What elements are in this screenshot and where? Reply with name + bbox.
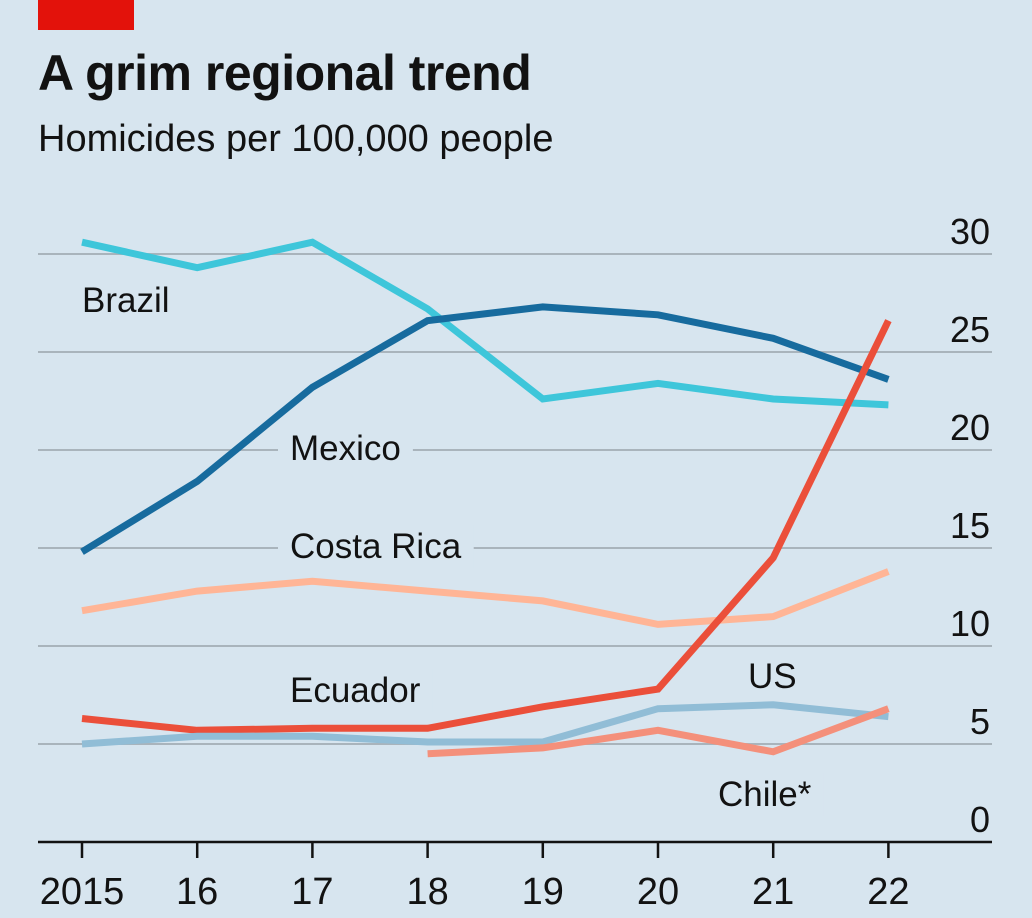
series-label-bg-chile: [706, 773, 824, 816]
brand-tag: [38, 0, 134, 30]
series-label-bg-brazil: [70, 279, 182, 322]
series-line-brazil: [81, 238, 889, 409]
series-label-bg-costa-rica: [278, 525, 474, 568]
chart-subtitle: Homicides per 100,000 people: [38, 118, 554, 160]
chart-title: A grim regional trend: [38, 45, 532, 101]
axes: 0 5 10 15 20 25 30 2015 16 17 18 19 20 21 22: [38, 211, 992, 913]
y-tick-label-0: 0: [970, 799, 990, 840]
series-label-ecuador: Ecuador: [290, 671, 421, 710]
y-tick-label-20: 20: [950, 407, 990, 448]
x-tick-label-2018: 18: [406, 871, 448, 913]
series-label-mexico: Mexico: [290, 429, 401, 468]
x-tick-label-2020: 20: [637, 871, 679, 913]
y-tick-label-5: 5: [970, 701, 990, 742]
y-tick-label-30: 30: [950, 211, 990, 252]
series-line-mexico: [80, 303, 890, 555]
y-tick-label-10: 10: [950, 603, 990, 644]
series-label-bg-ecuador: [278, 669, 433, 712]
y-tick-label-25: 25: [950, 309, 990, 350]
x-tick-label-2016: 16: [176, 871, 218, 913]
x-tick-label-2019: 19: [522, 871, 564, 913]
series-label-costa-rica: Costa Rica: [290, 527, 462, 566]
x-tick-label-2015: 2015: [40, 871, 125, 913]
series-line-ecuador: [81, 319, 892, 734]
x-tick-label-2021: 21: [752, 871, 794, 913]
series-label-bg-mexico: [278, 427, 413, 470]
series-line-chile: [427, 705, 890, 758]
series-line-us: [81, 701, 889, 748]
x-tick-label-2022: 22: [867, 871, 909, 913]
y-tick-label-15: 15: [950, 505, 990, 546]
gridlines: [38, 253, 992, 745]
series-label-bg-us: [736, 655, 809, 698]
series-labels: Brazil Mexico Costa Rica Ecuador US Chile*: [70, 279, 824, 816]
series-label-us: US: [748, 657, 797, 696]
series-label-brazil: Brazil: [82, 281, 170, 320]
series-label-chile: Chile*: [718, 775, 812, 814]
series-lines: [80, 238, 892, 758]
x-tick-label-2017: 17: [291, 871, 333, 913]
series-line-costa-rica: [81, 568, 890, 628]
